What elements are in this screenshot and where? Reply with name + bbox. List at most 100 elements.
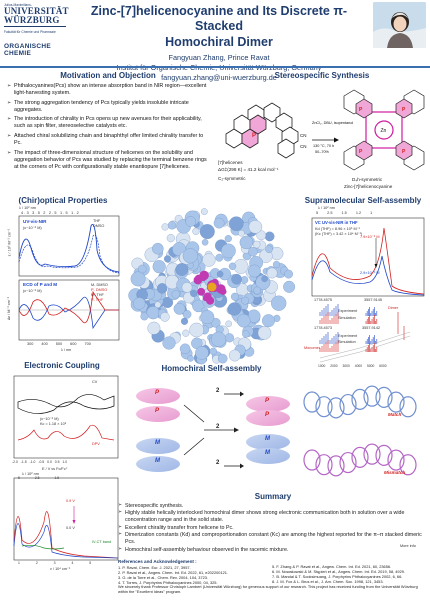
atom-sphere bbox=[133, 297, 145, 309]
atom-sphere bbox=[262, 314, 275, 327]
helix-turn bbox=[388, 450, 404, 470]
summary-title: Summary bbox=[118, 492, 428, 501]
author-photo-drawing bbox=[373, 2, 426, 48]
p-enantiomer-label: P bbox=[155, 390, 159, 396]
ecd-p-series bbox=[19, 292, 119, 323]
atom-sphere bbox=[131, 272, 146, 287]
atom-sphere bbox=[265, 246, 272, 253]
atom-sphere bbox=[153, 260, 166, 273]
header-divider bbox=[0, 66, 430, 68]
uv-concentration: (c~10⁻⁶ M) bbox=[23, 225, 42, 230]
ecd-m-series bbox=[19, 297, 119, 328]
atom-sphere bbox=[241, 297, 248, 304]
ecd-legend-item: P- DMSO bbox=[91, 288, 107, 292]
motivation-bullet: The impact of three-dimensional structur… bbox=[7, 150, 210, 171]
atom-sphere bbox=[258, 326, 271, 339]
synthesis-title: Stereospecific Synthesis bbox=[218, 71, 426, 80]
vc-low-conc-series bbox=[312, 256, 424, 295]
supra-top-ticks: 5 2.5 1.5 1.2 1 bbox=[316, 211, 372, 215]
atom-sphere bbox=[216, 254, 223, 261]
atom-sphere bbox=[249, 220, 262, 233]
ms-x-ticks: 1000 2000 3000 4000 5000 6000 bbox=[318, 364, 387, 368]
dimer-crystal-structure bbox=[126, 200, 298, 370]
atom-sphere bbox=[217, 271, 223, 277]
atom-sphere bbox=[283, 281, 295, 293]
kc-value: (Kc (THF) = 3.42 × 10⁴ M⁻¹) bbox=[315, 231, 362, 236]
atom-sphere bbox=[190, 323, 204, 337]
atom-sphere bbox=[202, 239, 208, 245]
product-name: Zinc-[7]helicenocyanine bbox=[344, 184, 392, 189]
cv-kc-value: Kc = 1.18 × 10⁶ bbox=[40, 422, 66, 426]
ecd-x-ticks: 300 400 500 600 700 bbox=[27, 342, 91, 346]
atom-sphere bbox=[148, 322, 161, 335]
atom-sphere bbox=[240, 236, 253, 249]
summary-list: Stereospecific synthesis. Highly stable … bbox=[118, 503, 424, 554]
coupling-plots: CV DPV (c~10⁻⁶ M) Kc = 1.18 × 10⁶ -2.0 -… bbox=[4, 372, 120, 572]
start-material-label: [7]helicenes bbox=[218, 160, 243, 165]
cv-label: CV bbox=[92, 380, 97, 384]
atom-sphere bbox=[163, 337, 176, 350]
atom-sphere bbox=[267, 268, 277, 278]
mismatch-label: Mismatch bbox=[384, 470, 405, 475]
atom-sphere bbox=[182, 282, 192, 292]
summary-bullet: Excellent chirality transfer from helice… bbox=[118, 525, 424, 532]
atom-sphere bbox=[253, 287, 260, 294]
supramolecular-plots: λ / 10² nm 5 2.5 1.5 1.2 1 VC UV-vis-NIR… bbox=[300, 206, 428, 371]
top-axis-label: λ / 10² nm bbox=[19, 206, 36, 210]
atom-sphere bbox=[226, 321, 232, 327]
more-info-link[interactable]: More info bbox=[400, 544, 416, 548]
p-stack-label: P bbox=[265, 398, 269, 404]
start-symmetry: C₂-symmetric bbox=[218, 176, 246, 181]
dpv-trace bbox=[18, 425, 114, 440]
summary-bullet: Homochiral self-assembly behaviour obser… bbox=[118, 547, 424, 554]
zinc-sphere bbox=[208, 283, 217, 292]
cn-label-2: CN bbox=[300, 144, 307, 149]
atom-sphere bbox=[164, 256, 171, 263]
zinc-label: Zn bbox=[381, 128, 387, 134]
atom-sphere bbox=[273, 261, 280, 268]
atom-sphere bbox=[214, 218, 224, 228]
supramolecular-title: Supramolecular Self-assembly bbox=[298, 196, 428, 205]
helix-turn bbox=[388, 392, 404, 412]
atom-sphere bbox=[180, 344, 190, 354]
uv-dmso-series bbox=[19, 235, 119, 273]
ecd-label: ECD of P and M bbox=[23, 282, 57, 287]
ecd-concentration: (c~10⁻⁶ M) bbox=[23, 288, 42, 293]
atom-sphere bbox=[242, 331, 249, 338]
atom-sphere bbox=[210, 348, 217, 355]
atom-sphere bbox=[181, 318, 188, 325]
atom-sphere bbox=[187, 355, 193, 361]
atom-sphere bbox=[200, 224, 215, 239]
motivation-title: Motivation and Objection bbox=[8, 71, 208, 80]
motivation-list: Phthalocyanines(Pcs) show an intense abs… bbox=[7, 83, 210, 173]
ecd-xlabel: λ / nm bbox=[61, 348, 71, 352]
homochiral-diagram bbox=[124, 376, 428, 492]
atom-sphere bbox=[231, 293, 239, 301]
faculty-name: Fakultät für Chemie und Pharmazie bbox=[4, 30, 66, 34]
atom-sphere bbox=[190, 290, 197, 297]
chiroptical-title: (Chir)optical Properties bbox=[8, 196, 118, 205]
atom-sphere bbox=[152, 243, 163, 254]
m-enantiomer-label: M bbox=[155, 440, 160, 446]
yield-label: 50–70% bbox=[315, 150, 330, 154]
ivct-high-series bbox=[14, 512, 118, 558]
cv-trace bbox=[18, 394, 114, 413]
reagents-label: ZnCl₂, DBU, isopentanol bbox=[312, 121, 353, 125]
m-enantiomer-label: M bbox=[155, 458, 160, 464]
space-filling-model bbox=[126, 200, 298, 370]
atom-sphere bbox=[176, 263, 188, 275]
ivct-top-ticks: 5 2.5 1.5 bbox=[18, 476, 59, 480]
atom-sphere bbox=[237, 314, 250, 327]
helix-turn bbox=[376, 387, 392, 407]
p-enantiomer-label: P bbox=[155, 408, 159, 414]
p-stack-label: P bbox=[265, 412, 269, 418]
atom-sphere bbox=[141, 313, 149, 321]
atom-sphere bbox=[228, 303, 241, 316]
ecd-ylabel: Δε / M⁻¹ cm⁻¹ bbox=[6, 297, 11, 320]
m-stack-label: M bbox=[265, 450, 270, 456]
motivation-bullet: Phthalocyanines(Pcs) show an intense abs… bbox=[7, 83, 210, 97]
atom-sphere bbox=[262, 276, 268, 282]
helix-turn bbox=[304, 450, 320, 470]
ivct-x-ticks: 1 2 3 4 5 bbox=[18, 561, 91, 565]
atom-sphere bbox=[186, 216, 196, 226]
